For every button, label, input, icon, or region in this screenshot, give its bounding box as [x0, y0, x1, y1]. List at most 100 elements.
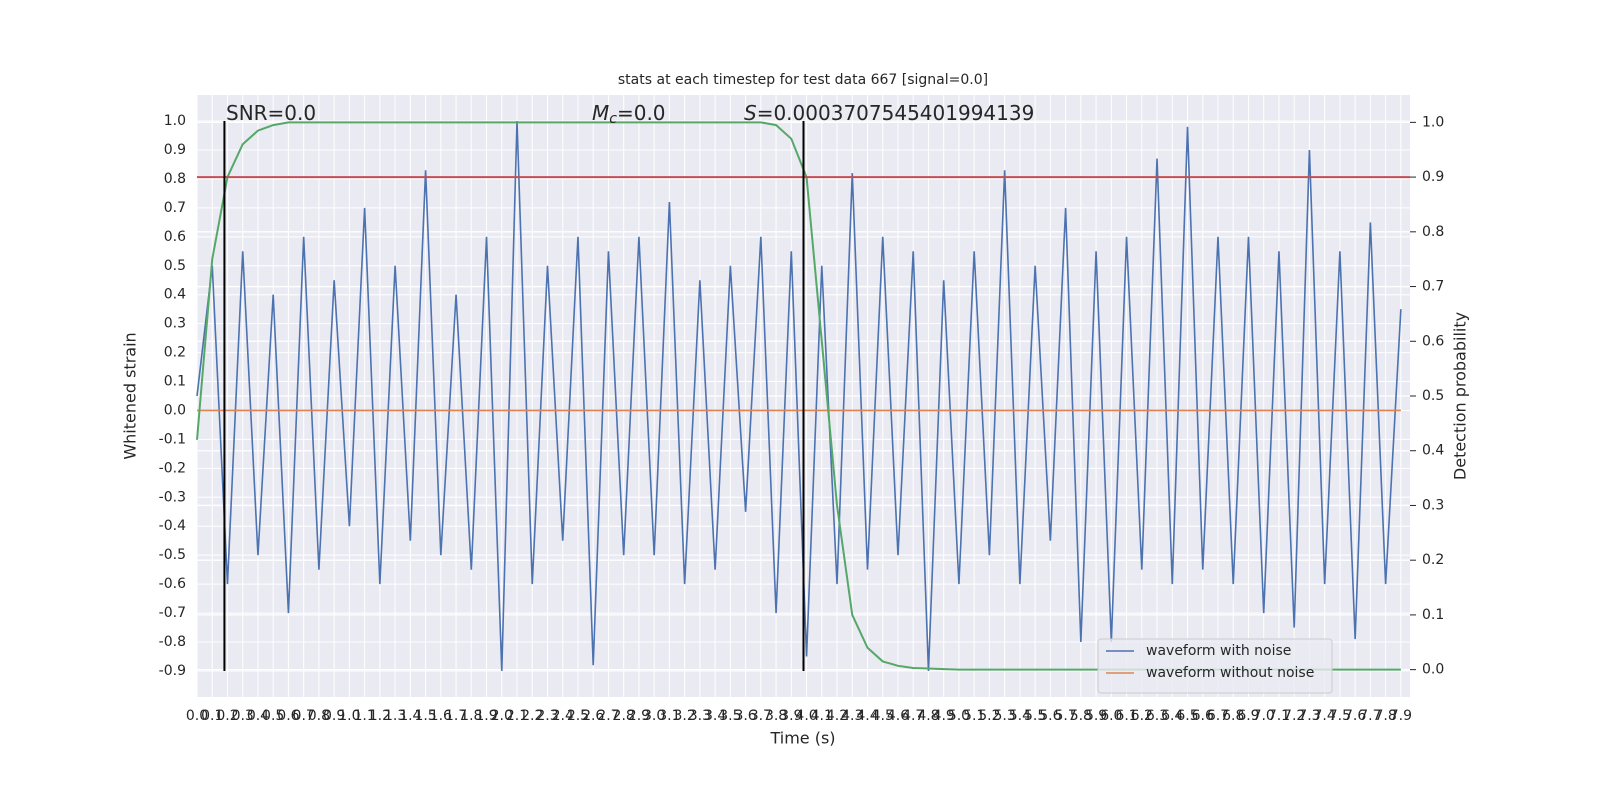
x-tick-label: 6.6	[1192, 708, 1214, 724]
x-tick-label: 6.2	[1131, 708, 1153, 724]
y-axis-label: Whitened strain	[121, 332, 140, 459]
x-axis-label: Time (s)	[769, 729, 835, 748]
x-tick-label: 5.9	[1085, 708, 1107, 724]
x-tick-label: 3.4	[704, 708, 726, 724]
x-tick-label: 3.3	[689, 708, 711, 724]
x-tick-label: 7.3	[1298, 708, 1320, 724]
x-tick-label: 6.3	[1146, 708, 1168, 724]
x-tick-label: 0.5	[262, 708, 284, 724]
annotation-text: SNR=0.0	[226, 101, 316, 125]
x-tick-label: 3.9	[780, 708, 802, 724]
y-tick-label: 0.9	[164, 142, 186, 158]
x-tick-label: 6.7	[1207, 708, 1229, 724]
x-tick-label: 4.0	[795, 708, 817, 724]
x-tick-label: 5.6	[1039, 708, 1061, 724]
x-tick-label: 6.1	[1115, 708, 1137, 724]
x-tick-label: 2.4	[552, 708, 574, 724]
y-tick-label: -0.3	[159, 489, 186, 505]
x-tick-label: 5.2	[978, 708, 1000, 724]
x-tick-label: 4.4	[856, 708, 878, 724]
y-tick-label: 0.1	[164, 374, 186, 390]
x-tick-label: 1.5	[414, 708, 436, 724]
y-tick-label: 1.0	[164, 113, 186, 129]
x-tick-label: 2.0	[491, 708, 513, 724]
y-tick-label: 0.5	[164, 258, 186, 274]
x-tick-label: 0.4	[247, 708, 269, 724]
y2-tick-label: 0.7	[1422, 279, 1444, 295]
annotation-text: =0.0003707545401994139	[757, 101, 1035, 125]
x-tick-label: 6.9	[1237, 708, 1259, 724]
annotation: S=0.0003707545401994139	[744, 101, 1034, 125]
x-tick-label: 0.0	[186, 708, 208, 724]
x-tick-label: 3.5	[719, 708, 741, 724]
x-tick-label: 7.1	[1268, 708, 1290, 724]
annotation-symbol: S	[744, 101, 757, 125]
x-tick-label: 0.7	[293, 708, 315, 724]
x-tick-label: 1.6	[430, 708, 452, 724]
annotation: SNR=0.0	[226, 101, 316, 125]
x-tick-label: 5.0	[948, 708, 970, 724]
y-tick-label: -0.8	[159, 634, 186, 650]
y2-axis-label: Detection probability	[1451, 312, 1470, 480]
x-tick-label: 1.0	[338, 708, 360, 724]
series-line	[196, 121, 1402, 671]
x-tick-label: 7.8	[1374, 708, 1396, 724]
y-tick-label: -0.9	[159, 663, 186, 679]
x-tick-label: 0.6	[277, 708, 299, 724]
x-tick-label: 4.8	[917, 708, 939, 724]
x-tick-label: 6.0	[1100, 708, 1122, 724]
x-tick-label: 5.4	[1009, 708, 1031, 724]
x-tick-label: 0.1	[201, 708, 223, 724]
x-tick-label: 1.2	[369, 708, 391, 724]
x-tick-label: 7.0	[1253, 708, 1275, 724]
x-tick-label: 6.4	[1161, 708, 1183, 724]
y2-tick-label: 0.9	[1422, 169, 1444, 185]
x-tick-label: 3.7	[750, 708, 772, 724]
y2-tick-label: 0.3	[1422, 497, 1444, 513]
x-tick-label: 5.7	[1054, 708, 1076, 724]
legend-label: waveform with noise	[1146, 643, 1291, 659]
x-tick-label: 1.8	[460, 708, 482, 724]
y-tick-label: 0.6	[164, 229, 186, 245]
annotation-subscript: c	[609, 111, 617, 127]
x-tick-label: 7.7	[1359, 708, 1381, 724]
y-tick-label: 0.0	[164, 402, 186, 418]
x-tick-label: 5.8	[1070, 708, 1092, 724]
annotation-symbol: M	[592, 101, 609, 125]
x-tick-label: 7.6	[1344, 708, 1366, 724]
y2-tick-label: 0.8	[1422, 224, 1444, 240]
y-tick-label: -0.6	[159, 576, 186, 592]
chart-title: stats at each timestep for test data 667…	[618, 72, 988, 88]
annotation: Mc=0.0	[592, 101, 666, 128]
x-tick-label: 0.2	[216, 708, 238, 724]
annotation-text: =0.0	[617, 101, 666, 125]
y2-tick-label: 0.4	[1422, 443, 1444, 459]
y2-tick-label: 0.0	[1422, 662, 1444, 678]
x-tick-label: 4.9	[933, 708, 955, 724]
x-tick-label: 2.6	[582, 708, 604, 724]
y-tick-label: -0.4	[159, 518, 186, 534]
x-tick-label: 2.2	[521, 708, 543, 724]
y-tick-label: 0.4	[164, 287, 186, 303]
y2-tick-label: 0.6	[1422, 333, 1444, 349]
y2-tick-label: 0.1	[1422, 607, 1444, 623]
y-tick-label: -0.7	[159, 605, 186, 621]
y-tick-label: -0.5	[159, 547, 186, 563]
x-tick-label: 1.7	[445, 708, 467, 724]
x-tick-label: 7.5	[1329, 708, 1351, 724]
x-tick-label: 3.0	[643, 708, 665, 724]
x-tick-label: 7.2	[1283, 708, 1305, 724]
x-tick-label: 2.1	[506, 708, 528, 724]
y2-tick-label: 1.0	[1422, 114, 1444, 130]
x-tick-label: 7.9	[1390, 708, 1412, 724]
x-tick-label: 2.5	[567, 708, 589, 724]
x-tick-label: 5.3	[994, 708, 1016, 724]
x-tick-label: 3.6	[734, 708, 756, 724]
y-tick-label: -0.2	[159, 460, 186, 476]
y-tick-label: 0.8	[164, 171, 186, 187]
x-tick-label: 2.8	[613, 708, 635, 724]
x-tick-label: 6.8	[1222, 708, 1244, 724]
x-tick-label: 0.3	[232, 708, 254, 724]
y2-tick-label: 0.2	[1422, 552, 1444, 568]
